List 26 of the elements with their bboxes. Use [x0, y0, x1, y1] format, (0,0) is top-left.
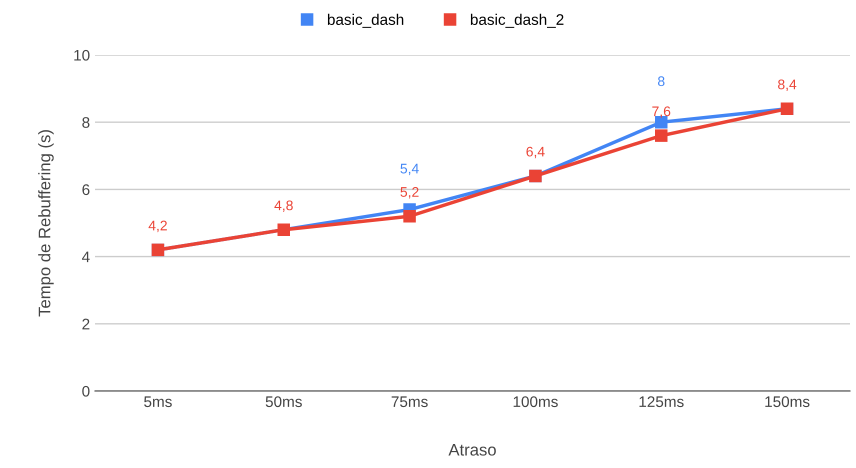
- data-label: 7,6: [652, 106, 670, 118]
- x-tick-label: 5ms: [144, 396, 172, 408]
- y-tick-label: 4: [82, 252, 90, 262]
- x-tick-label: 50ms: [266, 396, 302, 408]
- data-label: 4,8: [274, 200, 293, 212]
- data-label: 8,4: [778, 80, 796, 91]
- y-tick-label: 0: [82, 386, 90, 397]
- point: [655, 129, 668, 142]
- x-tick-label: 75ms: [392, 396, 428, 408]
- x-tick-label: 100ms: [514, 396, 558, 408]
- x-tick-label: 125ms: [639, 396, 684, 408]
- data-label: 5,4: [400, 164, 419, 176]
- data-label: 5,2: [400, 187, 419, 199]
- y-axis-title: Tempo de Rebuffering (s): [38, 130, 54, 316]
- legend-label: basic_dash: [328, 14, 404, 28]
- y-tick-label: 8: [82, 117, 90, 128]
- y-tick-label: 6: [82, 184, 90, 196]
- y-tick-label: 10: [74, 50, 90, 61]
- y-tick-label: 2: [82, 318, 90, 330]
- x-tick-label: 150ms: [765, 396, 810, 408]
- legend-label: basic_dash_2: [470, 14, 564, 28]
- data-label: 6,4: [526, 146, 545, 158]
- x-axis-title: Atraso: [448, 444, 496, 456]
- data-label: 4,2: [148, 220, 167, 232]
- data-label: 8: [658, 76, 665, 86]
- point: [403, 210, 416, 223]
